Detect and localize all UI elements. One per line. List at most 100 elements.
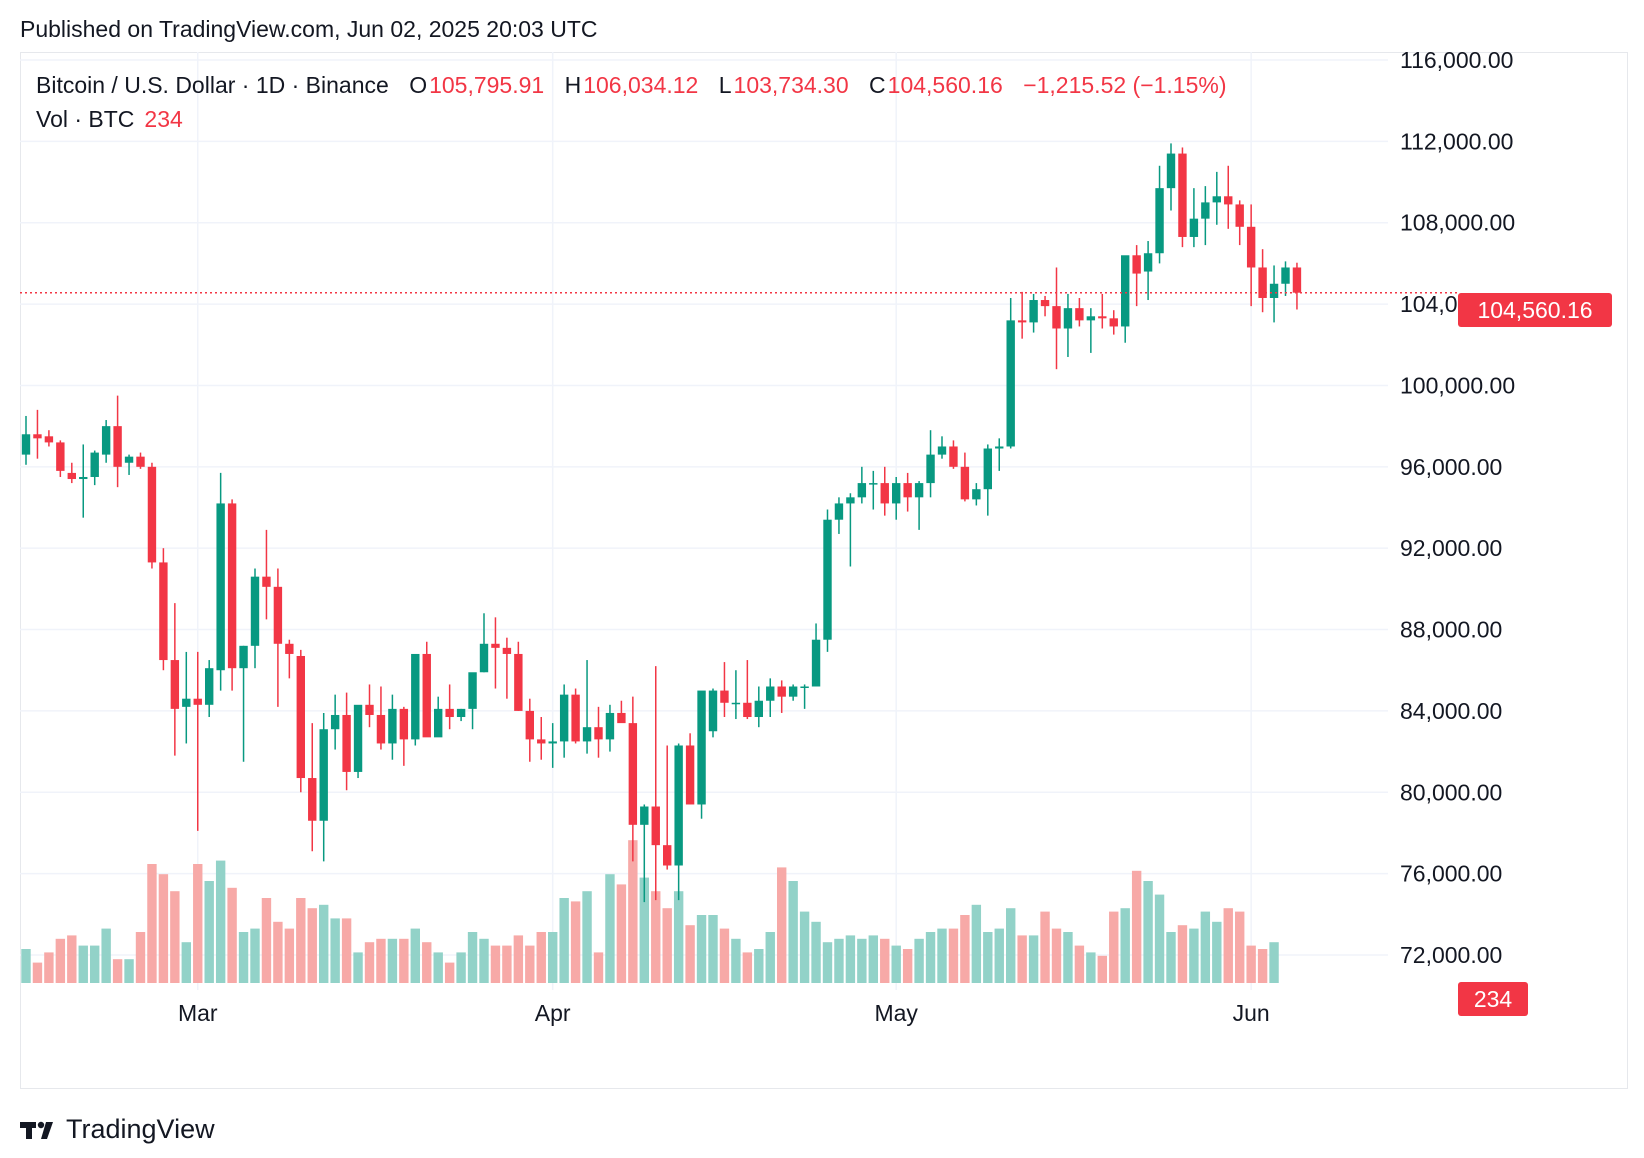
candle-body xyxy=(21,434,31,455)
candle-body xyxy=(834,503,844,520)
candle xyxy=(308,723,317,852)
volume-bar xyxy=(433,952,443,983)
candle-body xyxy=(170,660,180,709)
candle xyxy=(388,694,397,760)
candle xyxy=(1006,297,1015,449)
volume-bar xyxy=(616,884,627,983)
candle-body xyxy=(1166,153,1176,189)
volume-bar xyxy=(1017,935,1027,983)
volume-bar xyxy=(570,901,581,983)
candle-body xyxy=(250,576,260,646)
candle xyxy=(101,420,111,463)
candle-body xyxy=(388,708,397,744)
candle-body xyxy=(605,712,615,740)
chart-frame[interactable] xyxy=(20,52,1628,1089)
candle-body xyxy=(342,714,351,772)
candle xyxy=(159,548,168,671)
volume-bar xyxy=(1006,908,1016,983)
volume-bar xyxy=(90,945,100,983)
volume-bar xyxy=(845,935,856,983)
candle xyxy=(205,660,214,718)
candle-body xyxy=(743,702,752,718)
volume-bar xyxy=(948,928,959,983)
candle-body xyxy=(33,434,42,439)
volume-bar xyxy=(181,942,191,983)
volume-legend: Vol · BTC 234 xyxy=(36,106,183,133)
volume-bar xyxy=(158,874,169,983)
candle xyxy=(182,651,191,744)
volume-bar xyxy=(364,942,375,983)
volume-bar xyxy=(1086,952,1096,983)
volume-bar xyxy=(250,928,260,983)
volume-bar xyxy=(513,935,524,983)
volume-bar xyxy=(78,945,88,983)
candle xyxy=(285,639,294,679)
candle xyxy=(193,651,202,831)
candle-body xyxy=(1281,267,1290,284)
candle-body xyxy=(1258,267,1267,298)
candle xyxy=(1212,171,1221,225)
candle xyxy=(766,678,775,718)
volume-bar xyxy=(479,938,489,983)
candle xyxy=(67,462,76,484)
candle-body xyxy=(1040,300,1050,307)
candle xyxy=(1132,245,1141,307)
candle xyxy=(411,653,420,746)
candle-body xyxy=(640,806,649,825)
volume-bar xyxy=(284,928,295,983)
candle xyxy=(445,684,454,730)
candle-body xyxy=(1269,283,1279,298)
candle-body xyxy=(1212,196,1221,203)
price-tick-label: 80,000.00 xyxy=(1400,779,1502,805)
candle xyxy=(1281,261,1290,296)
volume-bar xyxy=(891,945,901,983)
tradingview-brand[interactable]: TradingView xyxy=(20,1114,215,1145)
candle xyxy=(170,603,180,756)
candle xyxy=(514,641,523,711)
candle-body xyxy=(548,741,557,744)
candle-body xyxy=(79,476,88,480)
candle-body xyxy=(1235,204,1244,227)
candle xyxy=(834,497,844,534)
candle-body xyxy=(353,704,363,772)
candle xyxy=(949,440,958,469)
candle xyxy=(823,509,832,652)
candle-body xyxy=(1052,306,1061,329)
candle xyxy=(640,804,649,903)
volume-bar xyxy=(319,904,329,983)
candle xyxy=(697,690,706,819)
volume-bar xyxy=(639,877,649,983)
volume-bar xyxy=(1051,928,1062,983)
candle xyxy=(1166,143,1176,211)
volume-bar xyxy=(696,915,707,983)
volume-bar xyxy=(651,891,661,983)
volume-bar xyxy=(1269,942,1279,983)
candle xyxy=(926,430,935,498)
candle-body xyxy=(1224,196,1233,205)
volume-bar xyxy=(1200,911,1211,983)
time-tick-label: May xyxy=(874,1000,918,1026)
candle xyxy=(33,409,42,459)
candle xyxy=(800,684,809,709)
volume-bar xyxy=(1257,949,1268,983)
time-tick-label: Apr xyxy=(535,1000,571,1026)
candle-body xyxy=(182,698,191,707)
candle xyxy=(44,430,54,447)
volume-bar xyxy=(1246,945,1256,983)
volume-bar xyxy=(673,891,684,983)
volume-bar xyxy=(227,887,237,983)
candle-body xyxy=(273,586,283,644)
candle xyxy=(777,680,786,713)
candle-body xyxy=(411,653,420,740)
candle-body xyxy=(1017,320,1027,323)
candle-body xyxy=(399,708,409,740)
candle-body xyxy=(582,727,592,742)
candle-body xyxy=(949,446,958,467)
volume-bar xyxy=(971,904,982,983)
volume-bar xyxy=(1109,911,1119,983)
volume-bar xyxy=(868,935,878,983)
candle-body xyxy=(766,686,775,701)
price-tick-label: 116,000.00 xyxy=(1400,47,1513,73)
volume-bar xyxy=(719,928,730,983)
